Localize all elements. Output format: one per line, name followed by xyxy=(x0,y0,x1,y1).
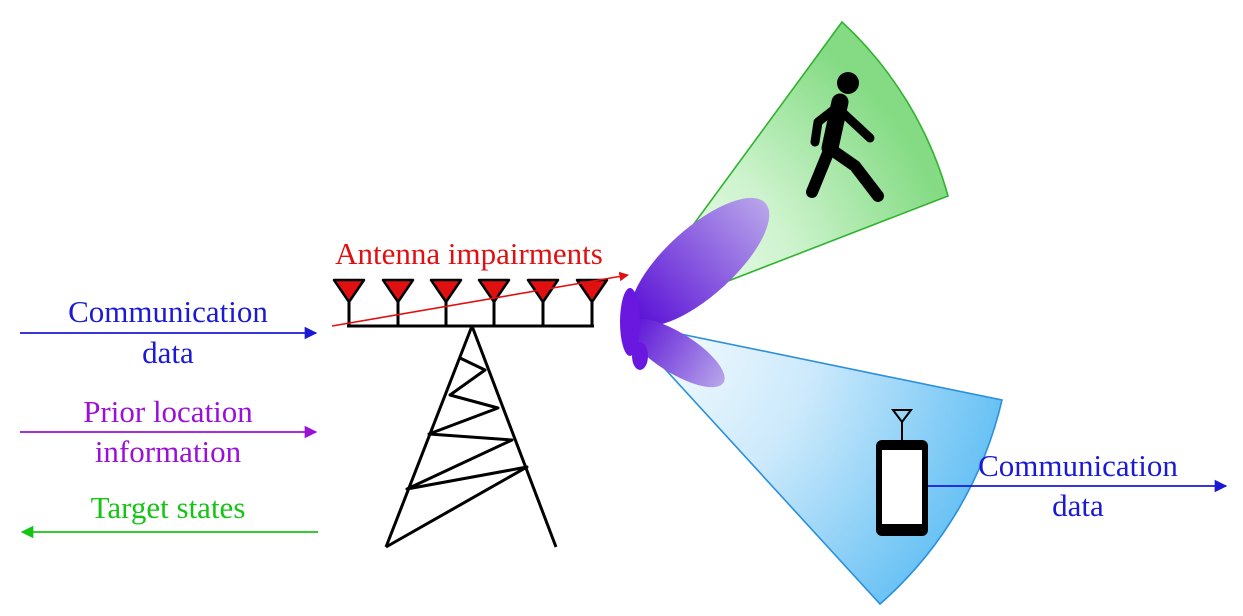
antenna-array xyxy=(332,278,609,328)
back-lobe-small xyxy=(632,342,648,370)
prior-location-label-line2: information xyxy=(95,434,242,469)
comm-data-in-label-line1: Communication xyxy=(68,294,268,329)
comm-data-out-label-line2: data xyxy=(1052,488,1104,523)
main-lobe xyxy=(630,197,770,327)
antenna-element xyxy=(332,278,366,326)
antenna-element xyxy=(429,278,463,326)
impairments-arrow xyxy=(331,271,629,327)
comm-data-in-label-line2: data xyxy=(142,335,194,370)
comm-data-out-label-line1: Communication xyxy=(978,448,1178,483)
antenna-element xyxy=(526,278,560,326)
antenna-element xyxy=(381,278,415,326)
antenna-element xyxy=(477,278,511,326)
antenna-impairments-label: Antenna impairments xyxy=(335,236,603,271)
lattice-tower-icon xyxy=(384,325,558,549)
beam-pattern xyxy=(620,197,770,388)
walking-person-icon xyxy=(806,72,884,202)
smartphone-icon xyxy=(876,409,928,536)
side-lobe xyxy=(627,318,725,388)
prior-location-label-line1: Prior location xyxy=(83,394,253,429)
antenna-element xyxy=(575,278,609,326)
back-lobe xyxy=(620,288,640,356)
target-states-label: Target states xyxy=(91,490,246,525)
